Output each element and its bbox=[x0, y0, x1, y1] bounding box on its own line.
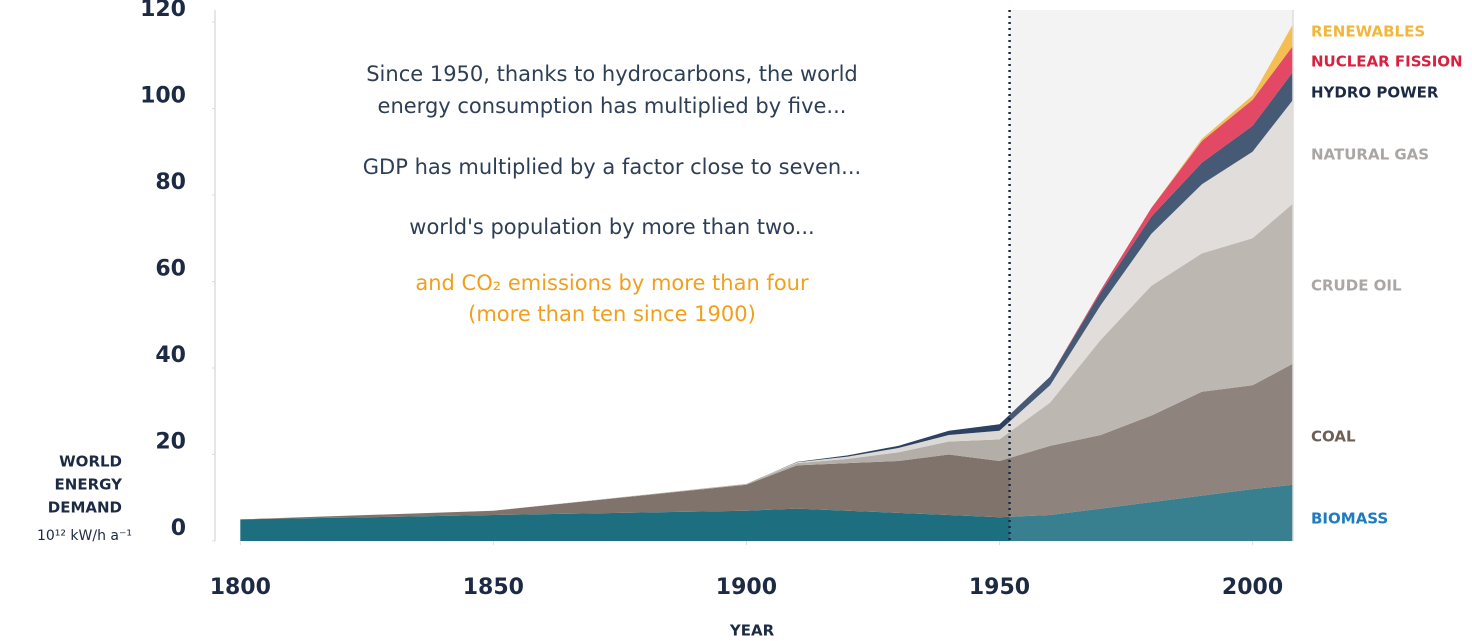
legend-label: NUCLEAR FISSION bbox=[1311, 53, 1463, 71]
y-tick-label: 0 bbox=[171, 516, 186, 541]
y-tick-label: 20 bbox=[155, 430, 186, 455]
legend-label: NATURAL GAS bbox=[1311, 146, 1429, 164]
y-label: WORLD bbox=[59, 453, 122, 471]
annotation: (more than ten since 1900) bbox=[468, 302, 756, 326]
annotation: world's population by more than two... bbox=[409, 215, 814, 239]
x-tick-label: 1800 bbox=[210, 575, 271, 600]
x-tick-label: 1950 bbox=[969, 575, 1030, 600]
x-tick-label: 1900 bbox=[716, 575, 777, 600]
y-tick-label: 120 bbox=[140, 0, 186, 22]
x-tick-label: 1850 bbox=[463, 575, 524, 600]
area bbox=[240, 363, 1293, 520]
legend-label: COAL bbox=[1311, 428, 1356, 446]
y-label: DEMAND bbox=[48, 499, 122, 517]
y-tick-label: 60 bbox=[155, 257, 186, 282]
highlight-overlay bbox=[1009, 10, 1293, 541]
y-tick-label: 100 bbox=[140, 84, 186, 109]
annotation: energy consumption has multiplied by fiv… bbox=[378, 94, 847, 118]
legend-label: HYDRO POWER bbox=[1311, 84, 1439, 102]
area bbox=[240, 203, 1293, 520]
legend-label: CRUDE OIL bbox=[1311, 277, 1402, 295]
y-unit: 10¹² kW/h a⁻¹ bbox=[37, 528, 132, 544]
y-tick-label: 80 bbox=[155, 170, 186, 195]
x-tick-label: 2000 bbox=[1222, 575, 1283, 600]
x-label: YEAR bbox=[729, 622, 775, 640]
annotation: Since 1950, thanks to hydrocarbons, the … bbox=[366, 62, 858, 86]
legend-label: RENEWABLES bbox=[1311, 23, 1425, 41]
annotation: GDP has multiplied by a factor close to … bbox=[363, 155, 861, 179]
y-label: ENERGY bbox=[55, 476, 124, 494]
annotation: and CO₂ emissions by more than four bbox=[415, 271, 809, 295]
legend-label: BIOMASS bbox=[1311, 510, 1388, 528]
y-tick-label: 40 bbox=[155, 343, 186, 368]
area bbox=[240, 484, 1293, 541]
area bbox=[240, 99, 1293, 520]
